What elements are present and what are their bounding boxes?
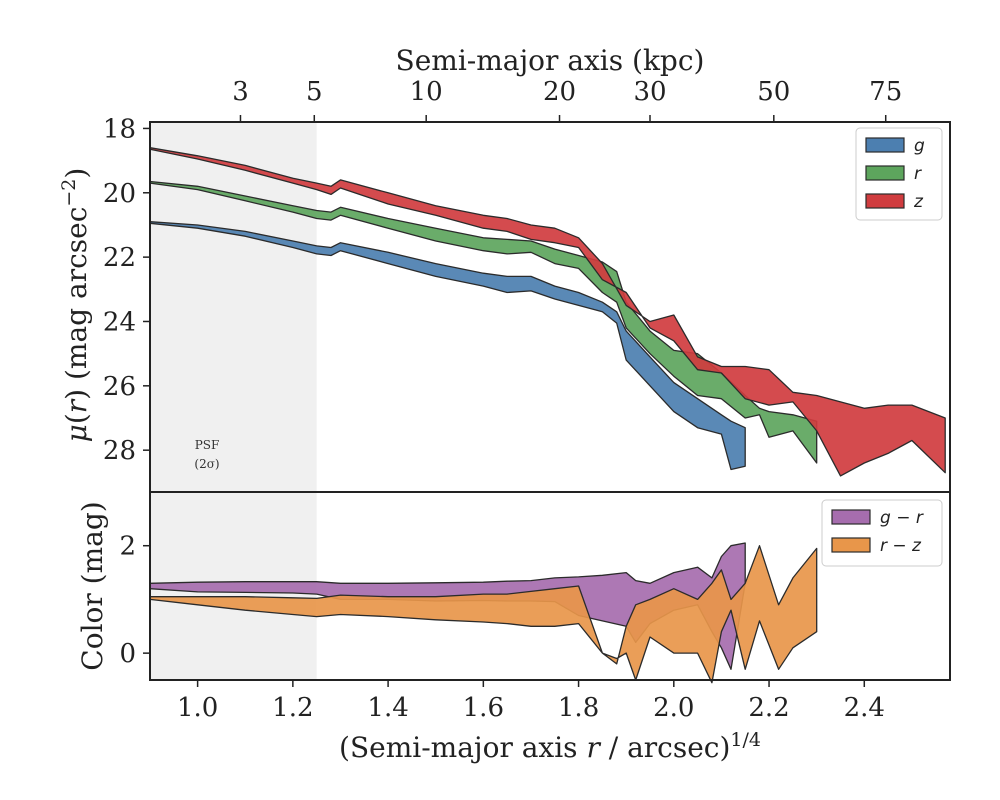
xtick-label: 2.2 bbox=[748, 693, 789, 723]
ytick-label: 0 bbox=[119, 639, 136, 669]
legend-label: r bbox=[914, 164, 922, 184]
xtick-label: 1.8 bbox=[558, 693, 599, 723]
ytick-label: 22 bbox=[103, 243, 136, 273]
ytick-label: 20 bbox=[103, 179, 136, 209]
legend-label: g bbox=[914, 136, 925, 156]
psf-sigma-label: (2σ) bbox=[194, 457, 219, 471]
legend-swatch bbox=[865, 193, 905, 209]
top-axis-title: Semi-major axis (kpc) bbox=[396, 44, 705, 77]
ytick-label: 2 bbox=[119, 532, 136, 562]
legend-label: g − r bbox=[880, 508, 924, 528]
legend-label: z bbox=[913, 192, 924, 212]
xtick-label: 1.0 bbox=[177, 693, 218, 723]
xtick-label: 2.0 bbox=[653, 693, 694, 723]
bottom-axis-title: (Semi-major axis r / arcsec)1/4 bbox=[339, 729, 761, 764]
psf-label: PSF bbox=[195, 438, 220, 452]
top-panel-series bbox=[149, 147, 946, 477]
legend-swatch bbox=[831, 537, 871, 553]
xtick-label: 2.4 bbox=[844, 693, 885, 723]
ytick-label: 28 bbox=[103, 436, 136, 466]
ytick-label: 26 bbox=[103, 372, 136, 402]
xtick-label: 1.2 bbox=[272, 693, 313, 723]
series-band-rz bbox=[149, 545, 818, 684]
ytick-label: 18 bbox=[103, 114, 136, 144]
xtick-label: 1.4 bbox=[367, 693, 408, 723]
legend-swatch bbox=[831, 509, 871, 525]
top-xtick-label: 50 bbox=[757, 77, 790, 107]
legend-swatch bbox=[865, 165, 905, 181]
series-band-r bbox=[149, 180, 818, 464]
top-xtick-label: 20 bbox=[543, 77, 576, 107]
top-xtick-label: 3 bbox=[232, 77, 249, 107]
bottom-panel-series bbox=[149, 542, 818, 684]
axis-ticks: 18 20 22 24 26 28 3 5 10 20 30 50 75 0 2 1.0 1.2 1.4 1.6 1.… bbox=[103, 77, 902, 723]
series-band-z bbox=[149, 147, 946, 477]
top-xtick-label: 10 bbox=[410, 77, 443, 107]
top-xtick-label: 30 bbox=[633, 77, 666, 107]
ytick-label: 24 bbox=[103, 307, 136, 337]
bottom-panel-frame bbox=[149, 491, 951, 681]
top-xtick-label: 75 bbox=[869, 77, 902, 107]
legend-swatch bbox=[865, 137, 905, 153]
legend-label: r − z bbox=[880, 536, 922, 556]
series-band-g bbox=[149, 221, 746, 471]
legend-bottom: g − r r − z bbox=[821, 499, 943, 567]
bottom-panel-ylabel: Color (mag) bbox=[76, 501, 109, 670]
top-panel-ylabel: μ(r) (mag arcsec−2) bbox=[58, 168, 93, 443]
top-xtick-label: 5 bbox=[306, 77, 323, 107]
xtick-label: 1.6 bbox=[463, 693, 504, 723]
legend-top: grz bbox=[855, 127, 943, 221]
